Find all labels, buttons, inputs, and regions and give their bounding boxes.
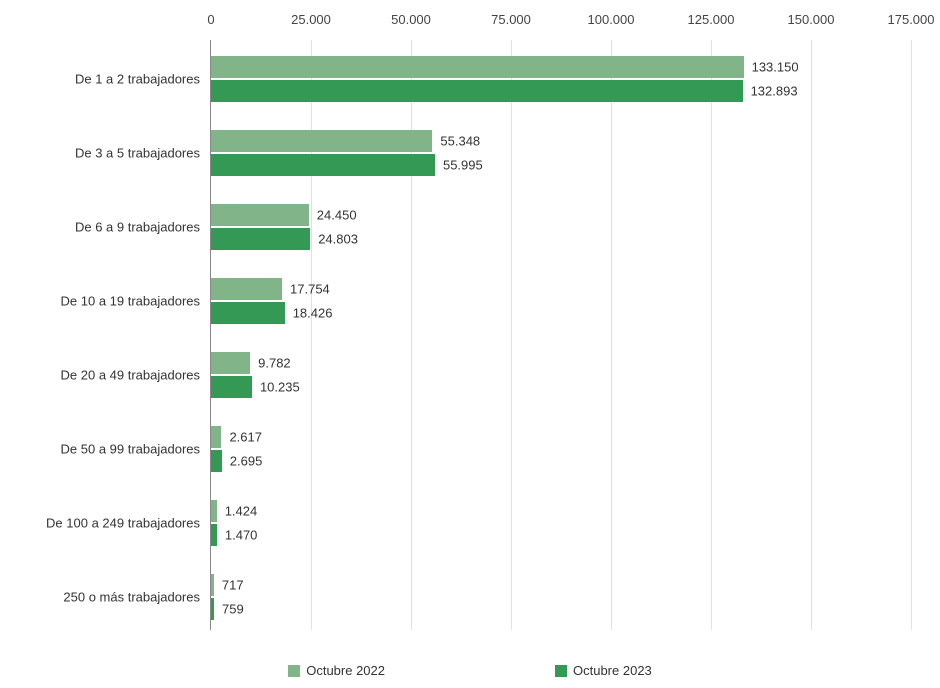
bar-value-label: 1.424 [225,504,258,519]
legend-item-2023: Octubre 2023 [555,663,652,678]
category-label: De 1 a 2 trabajadores [75,72,200,87]
gridline [311,40,312,630]
bar-value-label: 24.450 [317,208,357,223]
category-label: De 3 a 5 trabajadores [75,146,200,161]
gridline [811,40,812,630]
bar-value-label: 24.803 [318,232,358,247]
bar-value-label: 132.893 [751,84,798,99]
bar-series0 [211,278,282,300]
bar-series1 [211,80,743,102]
chart-container: 0 25.000 50.000 75.000 100.000 125.000 150.000… [0,0,940,688]
bar-value-label: 759 [222,602,244,617]
bar-series1 [211,598,214,620]
category-label: De 50 a 99 trabajadores [61,442,200,457]
bar-value-label: 10.235 [260,380,300,395]
bar-value-label: 55.348 [440,134,480,149]
category-label: De 10 a 19 trabajadores [61,294,200,309]
bar-value-label: 18.426 [293,306,333,321]
bar-series1 [211,450,222,472]
bar-series0 [211,574,214,596]
gridline [411,40,412,630]
x-tick-label: 25.000 [291,12,331,27]
bar-series0 [211,352,250,374]
bar-series1 [211,302,285,324]
gridline [511,40,512,630]
bar-value-label: 2.695 [230,454,263,469]
x-tick-label: 50.000 [391,12,431,27]
legend-label-2022: Octubre 2022 [306,663,385,678]
legend-swatch-2023 [555,665,567,677]
bar-series0 [211,426,221,448]
bar-series0 [211,204,309,226]
legend-item-2022: Octubre 2022 [288,663,385,678]
bar-series1 [211,154,435,176]
x-tick-label: 175.000 [888,12,935,27]
bar-value-label: 17.754 [290,282,330,297]
bar-series0 [211,130,432,152]
x-tick-label: 0 [207,12,214,27]
category-label: De 100 a 249 trabajadores [46,516,200,531]
plot-area: 025.00050.00075.000100.000125.000150.000… [210,40,911,630]
bar-value-label: 2.617 [229,430,262,445]
gridline [611,40,612,630]
gridline [911,40,912,630]
bar-value-label: 717 [222,578,244,593]
bar-value-label: 55.995 [443,158,483,173]
bar-series1 [211,376,252,398]
bar-value-label: 1.470 [225,528,258,543]
bar-series1 [211,524,217,546]
legend-swatch-2022 [288,665,300,677]
category-label: De 20 a 49 trabajadores [61,368,200,383]
category-label: De 6 a 9 trabajadores [75,220,200,235]
bar-value-label: 9.782 [258,356,291,371]
legend-label-2023: Octubre 2023 [573,663,652,678]
x-tick-label: 75.000 [491,12,531,27]
x-tick-label: 150.000 [788,12,835,27]
x-tick-label: 125.000 [688,12,735,27]
bar-value-label: 133.150 [752,60,799,75]
bar-series0 [211,500,217,522]
gridline [711,40,712,630]
category-label: 250 o más trabajadores [63,590,200,605]
x-tick-label: 100.000 [588,12,635,27]
bar-series1 [211,228,310,250]
legend: Octubre 2022 Octubre 2023 [0,663,940,678]
bar-series0 [211,56,744,78]
